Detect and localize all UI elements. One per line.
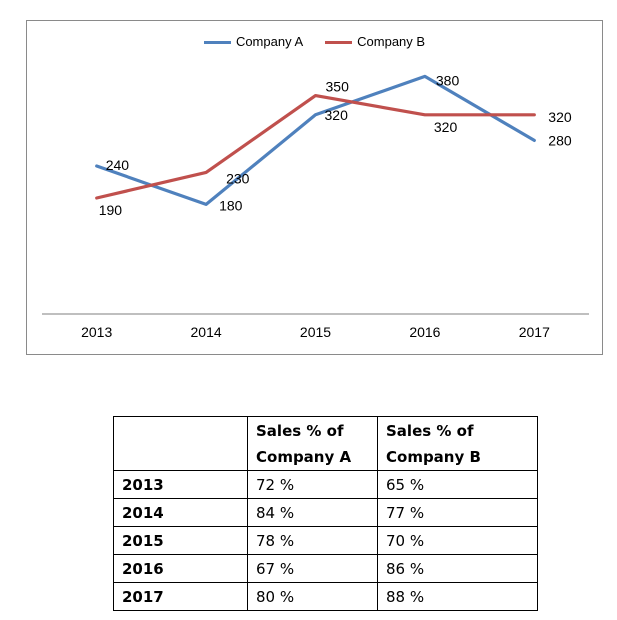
legend-label-company-a: Company A (235, 34, 304, 49)
legend-line-swatch-company-b (325, 40, 353, 44)
company-b-value-cell: 86 % (377, 554, 538, 583)
data-label: 240 (106, 157, 130, 173)
table-header-company-a: Sales % of Company A (247, 416, 378, 471)
sales-percentage-table: Sales % of Company A Sales % of Company … (113, 416, 538, 611)
header-a-line2: Company A (256, 447, 352, 466)
x-axis-label: 2014 (191, 324, 222, 340)
table-corner-cell (113, 416, 248, 471)
x-axis-label: 2017 (519, 324, 550, 340)
table-row: 2017 80 % 88 % (113, 582, 538, 611)
line-chart-panel: Company A Company B 2013 2014 2015 2016 2017… (26, 20, 603, 355)
table-row: 2014 84 % 77 % (113, 498, 538, 527)
year-cell: 2014 (113, 498, 248, 527)
company-a-value-cell: 67 % (247, 554, 378, 583)
x-axis-label: 2013 (81, 324, 112, 340)
table-row: 2015 78 % 70 % (113, 526, 538, 555)
year-cell: 2015 (113, 526, 248, 555)
table-row: 2013 72 % 65 % (113, 470, 538, 499)
company-b-value-cell: 88 % (377, 582, 538, 611)
data-label: 320 (548, 109, 572, 125)
company-a-value-cell: 72 % (247, 470, 378, 499)
data-label: 350 (326, 79, 350, 95)
chart-legend: Company A Company B (27, 34, 602, 50)
company-a-value-cell: 80 % (247, 582, 378, 611)
year-cell: 2017 (113, 582, 248, 611)
data-label: 190 (99, 202, 123, 218)
company-a-value-cell: 84 % (247, 498, 378, 527)
data-label: 320 (325, 107, 349, 123)
legend-line-swatch-company-a (203, 40, 231, 44)
data-label: 180 (219, 197, 243, 213)
series-line-company-a (95, 74, 536, 206)
data-label: 280 (548, 132, 572, 148)
table-header-company-b: Sales % of Company B (377, 416, 538, 471)
company-b-value-cell: 77 % (377, 498, 538, 527)
header-a-line1: Sales % of (256, 421, 344, 440)
line-chart-svg: 2013 2014 2015 2016 2017 240 180 320 380 280 190 23… (42, 72, 589, 340)
data-label: 320 (434, 119, 458, 135)
table-row: 2016 67 % 86 % (113, 554, 538, 583)
header-b-line2: Company B (386, 447, 481, 466)
data-label: 230 (226, 170, 250, 186)
company-a-value-cell: 78 % (247, 526, 378, 555)
header-b-line1: Sales % of (386, 421, 474, 440)
year-cell: 2013 (113, 470, 248, 499)
table-header-row: Sales % of Company A Sales % of Company … (113, 416, 538, 471)
legend-label-company-b: Company B (357, 34, 426, 49)
company-b-value-cell: 70 % (377, 526, 538, 555)
company-b-value-cell: 65 % (377, 470, 538, 499)
series-line-company-b (95, 93, 536, 200)
legend-item-company-a: Company A (203, 34, 304, 50)
x-axis-label: 2015 (300, 324, 331, 340)
year-cell: 2016 (113, 554, 248, 583)
legend-item-company-b: Company B (325, 34, 425, 50)
x-axis-label: 2016 (409, 324, 440, 340)
data-label: 380 (436, 72, 460, 88)
